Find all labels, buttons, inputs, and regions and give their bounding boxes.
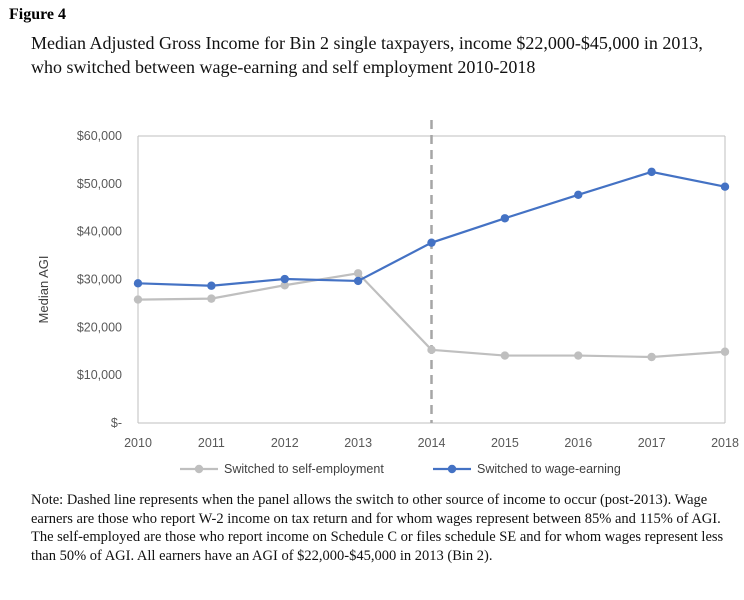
data-point bbox=[500, 214, 510, 223]
y-tick-label: $10,000 bbox=[77, 368, 122, 382]
data-point bbox=[720, 347, 730, 356]
legend-marker bbox=[194, 464, 204, 474]
data-point bbox=[574, 351, 583, 360]
y-tick-label: $60,000 bbox=[77, 129, 122, 143]
x-tick-label: 2015 bbox=[491, 436, 519, 450]
legend-label: Switched to self-employment bbox=[224, 462, 384, 476]
data-point bbox=[353, 269, 363, 278]
y-axis-label: Median AGI bbox=[36, 256, 51, 324]
figure-label: Figure 4 bbox=[9, 6, 67, 23]
y-tick-label: $20,000 bbox=[77, 320, 122, 334]
legend-label: Switched to wage-earning bbox=[477, 462, 621, 476]
x-tick-label: 2018 bbox=[711, 436, 739, 450]
data-point bbox=[574, 190, 583, 200]
data-point bbox=[647, 352, 656, 362]
chart-axes: $- $10,000 $20,000 $30,000 $40,000 $50,000 $60… bbox=[77, 129, 739, 450]
data-point bbox=[720, 182, 730, 191]
series-self-employment bbox=[133, 269, 730, 362]
data-point bbox=[280, 281, 289, 290]
legend-item: Switched to wage-earning bbox=[433, 462, 621, 476]
data-point bbox=[647, 167, 656, 177]
y-tick-label: $- bbox=[111, 416, 122, 430]
chart-title: Median Adjusted Gross Income for Bin 2 s… bbox=[31, 33, 703, 77]
data-point bbox=[353, 276, 363, 286]
y-tick-label: $30,000 bbox=[77, 273, 122, 287]
legend-item: Switched to self-employment bbox=[180, 462, 384, 476]
data-point bbox=[133, 295, 143, 304]
data-point bbox=[427, 238, 436, 247]
chart-legend: Switched to self-employment Switched to w… bbox=[180, 462, 621, 476]
data-point bbox=[207, 281, 216, 290]
legend-marker bbox=[447, 464, 457, 474]
x-tick-label: 2016 bbox=[564, 436, 592, 450]
x-tick-label: 2012 bbox=[271, 436, 299, 450]
figure-note: Note: Dashed line represents when the pa… bbox=[31, 492, 724, 564]
series-wage-earning bbox=[133, 167, 730, 290]
x-tick-label: 2017 bbox=[638, 436, 666, 450]
data-point bbox=[207, 294, 216, 303]
data-point bbox=[427, 345, 436, 355]
x-tick-label: 2014 bbox=[418, 436, 446, 450]
chart-series bbox=[133, 167, 730, 362]
x-tick-label: 2013 bbox=[344, 436, 372, 450]
x-tick-label: 2011 bbox=[198, 436, 225, 450]
y-tick-label: $50,000 bbox=[77, 177, 122, 191]
data-point bbox=[280, 274, 289, 284]
data-point bbox=[500, 351, 510, 360]
data-point bbox=[133, 279, 143, 288]
y-tick-label: $40,000 bbox=[77, 225, 122, 239]
x-tick-label: 2010 bbox=[124, 436, 152, 450]
